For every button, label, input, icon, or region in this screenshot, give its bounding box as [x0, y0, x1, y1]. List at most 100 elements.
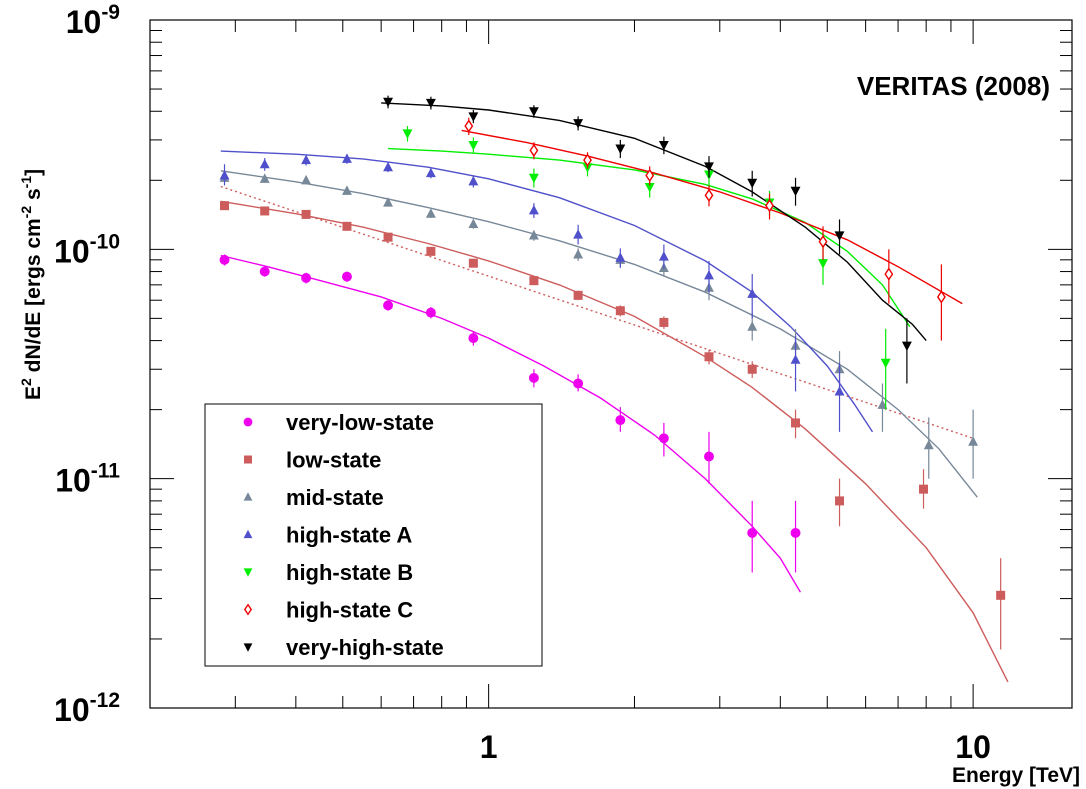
- y-tick-label: 10-9: [66, 1, 120, 40]
- low-state-point: [529, 276, 539, 286]
- chart-title: VERITAS (2008): [857, 71, 1050, 101]
- very-low-state-point: [383, 300, 394, 311]
- very-high-state-point: [425, 98, 436, 109]
- y-label-end: ]: [22, 169, 45, 176]
- high-state-a-point: [425, 167, 436, 178]
- low-state-point: [342, 221, 352, 231]
- high-state-b-point: [880, 358, 891, 369]
- data-points: [219, 95, 1006, 650]
- y-tick-label: 10-10: [54, 230, 120, 269]
- mid-state-point: [468, 218, 479, 229]
- high-state-c-point: [529, 143, 539, 158]
- very-high-state-fit-curve: [381, 102, 927, 342]
- y-tick-base: 10: [54, 692, 90, 728]
- x-tick-label: 10: [955, 729, 991, 765]
- high-state-a-point: [704, 269, 714, 280]
- high-state-c-point: [765, 199, 774, 213]
- low-state-point: [791, 418, 801, 428]
- high-state-c-point: [936, 290, 946, 304]
- high-state-c-fit-curve: [461, 129, 963, 305]
- legend-items: very-low-state low-state mid-state high-sta…: [243, 410, 444, 660]
- very-high-state-point: [658, 140, 669, 151]
- plot-frame: [149, 19, 1073, 709]
- legend-marker-high-state-b: [243, 568, 253, 577]
- mid-state-fit-curve: [220, 170, 978, 498]
- legend-marker-mid-state: [243, 492, 253, 501]
- y-label-base: E: [22, 386, 45, 400]
- legend-box: [204, 403, 543, 667]
- high-state-a-point: [219, 170, 230, 180]
- very-low-state-point: [342, 271, 352, 282]
- y-tick-exp: -11: [91, 460, 121, 483]
- high-state-b-point: [402, 129, 413, 139]
- mid-state-point: [425, 208, 436, 218]
- high-state-c-point: [645, 168, 655, 183]
- y-label-base-sup: 2: [18, 378, 34, 386]
- very-low-state-point: [790, 527, 801, 538]
- x-tick-labels: 1 10: [480, 729, 991, 765]
- low-state-point: [220, 201, 230, 211]
- axis-ticks: [149, 19, 1072, 709]
- legend-marker-very-high-state: [243, 643, 253, 652]
- fit-curves: [220, 102, 1009, 683]
- legend-label-high-state-c: high-state C: [286, 598, 413, 623]
- low-state-fit-curve: [220, 200, 1009, 683]
- very-low-state-point: [573, 378, 584, 389]
- y-label-sup2: -1: [18, 176, 34, 189]
- very-low-state-point: [425, 307, 436, 318]
- y-tick-exp: -10: [90, 230, 120, 253]
- x-axis-label: Energy [TeV]: [952, 764, 1080, 787]
- low-state-point: [919, 484, 929, 494]
- legend-label-high-state-b: high-state B: [286, 560, 413, 585]
- very-high-state-point: [528, 107, 539, 117]
- very-low-state-point: [301, 273, 312, 283]
- mid-state-point: [259, 173, 270, 183]
- high-state-c-point: [583, 153, 592, 167]
- y-tick-base: 10: [54, 233, 90, 269]
- high-state-c-point: [818, 235, 828, 249]
- high-state-a-point: [301, 154, 312, 165]
- very-high-state-point: [704, 162, 714, 172]
- high-state-a-point: [573, 229, 584, 239]
- mid-state-point: [573, 249, 584, 259]
- y-tick-base: 10: [55, 463, 91, 499]
- high-state-c-point: [464, 119, 474, 133]
- legend-marker-high-state-c: [243, 603, 253, 616]
- mid-state-point: [528, 230, 539, 240]
- high-state-a-point: [834, 386, 845, 396]
- very-low-state-point: [747, 527, 758, 538]
- very-high-state-point: [834, 231, 845, 241]
- mid-state-point: [342, 185, 352, 195]
- low-state-point: [301, 209, 311, 219]
- low-state-point: [426, 246, 436, 256]
- very-high-state-point: [383, 97, 394, 108]
- mid-state-point: [877, 399, 888, 409]
- y-axis-label: E2 dN/dE [ergs cm-2 s-1]: [18, 169, 45, 400]
- high-state-a-point: [615, 252, 626, 262]
- high-state-c-point: [884, 267, 894, 281]
- y-label-main: dN/dE [ergs cm: [22, 218, 45, 378]
- high-state-a-point: [259, 158, 270, 169]
- high-state-a-point: [790, 354, 801, 364]
- high-state-a-point: [468, 175, 479, 186]
- high-state-a-point: [747, 288, 758, 298]
- legend: very-low-state low-state mid-state high-sta…: [204, 403, 543, 667]
- high-state-a-point: [342, 153, 352, 163]
- legend-marker-very-low-state: [243, 417, 253, 427]
- low-state-point: [468, 258, 478, 268]
- low-state-point: [835, 496, 845, 506]
- mid-state-point: [301, 174, 312, 185]
- very-high-state-point: [901, 341, 912, 352]
- very-low-state-point: [615, 415, 626, 426]
- y-label-sup1: -2: [18, 206, 34, 219]
- low-state-power-law-line: [220, 185, 974, 439]
- low-state-point: [573, 290, 583, 300]
- low-state-point: [704, 352, 714, 362]
- low-state-point: [996, 590, 1006, 600]
- low-state-point: [615, 306, 625, 316]
- legend-label-very-low-state: very-low-state: [286, 410, 434, 435]
- mid-state-point: [747, 321, 758, 331]
- high-state-b-point: [644, 182, 655, 193]
- y-tick-base: 10: [66, 4, 102, 40]
